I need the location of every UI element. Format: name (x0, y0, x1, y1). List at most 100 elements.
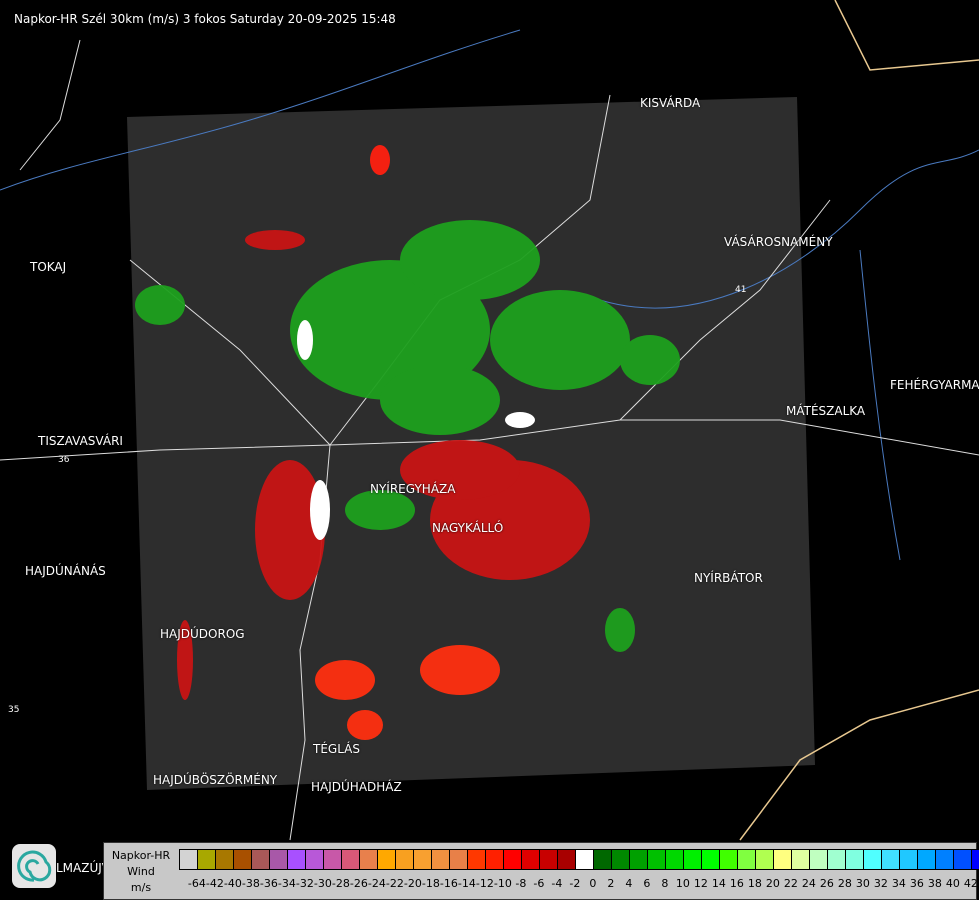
river-line (0, 29, 521, 191)
legend-color-cell (864, 850, 882, 869)
legend-color-cell (702, 850, 720, 869)
legend-color-cell (846, 850, 864, 869)
legend-color-cell (900, 850, 918, 869)
legend-color-cell (180, 850, 198, 869)
legend-product-label: Napkor-HR (111, 849, 171, 862)
legend-color-cell (594, 850, 612, 869)
legend-tick-label: 36 (909, 877, 924, 890)
legend-tick-label: -16 (439, 877, 458, 890)
river-line (599, 149, 979, 309)
legend-tick-label: -26 (349, 877, 368, 890)
legend-tick-label: 20 (765, 877, 780, 890)
legend-tick-label: -30 (313, 877, 332, 890)
radar-echoes-calm (297, 320, 535, 540)
legend-tick-label: 42 (963, 877, 978, 890)
legend-color-cell (504, 850, 522, 869)
legend-color-cell (486, 850, 504, 869)
legend-tick-labels: -64 -42 -40 -38 -36 -34 -32 -30 -28 -26 -24 -22 -20-… (179, 877, 979, 890)
legend-unit-label: m/s (130, 881, 152, 894)
echo-white (297, 320, 313, 360)
echo-red (177, 620, 193, 700)
city-label: HAJDÚHADHÁZ (311, 780, 402, 794)
city-label: FEHÉRGYARMA (890, 378, 979, 392)
legend-tick-label: -6 (533, 877, 545, 890)
legend-color-cell (648, 850, 666, 869)
echo-green (605, 608, 635, 652)
city-label: VÁSÁROSNAMÉNY (724, 235, 833, 249)
legend-tick-label: -42 (205, 877, 224, 890)
color-legend: Napkor-HR Wind m/s -64 -42 -40 -38 -36 -34 -32… (103, 842, 979, 900)
legend-tick-label: 12 (693, 877, 708, 890)
echo-red (245, 230, 305, 250)
legend-tick-label: 2 (607, 877, 615, 890)
legend-color-cell (684, 850, 702, 869)
legend-color-cell (306, 850, 324, 869)
map-title: Napkor-HR Szél 30km (m/s) 3 fokos Saturd… (14, 12, 396, 26)
legend-tick-label: -36 (259, 877, 278, 890)
radar-echoes-approaching (135, 220, 680, 652)
legend-tick-label: -38 (241, 877, 260, 890)
legend-tick-label: -24 (367, 877, 386, 890)
border-line (834, 0, 979, 71)
road-line (19, 39, 81, 171)
legend-color-cell (378, 850, 396, 869)
legend-color-cell (918, 850, 936, 869)
legend-tick-label: 24 (801, 877, 816, 890)
legend-color-cell (288, 850, 306, 869)
city-label: TISZAVASVÁRI (38, 434, 123, 448)
legend-color-cell (972, 850, 979, 869)
legend-tick-label: -10 (493, 877, 512, 890)
legend-color-cell (342, 850, 360, 869)
legend-color-cell (810, 850, 828, 869)
legend-color-cell (450, 850, 468, 869)
legend-color-cell (432, 850, 450, 869)
legend-color-cell (396, 850, 414, 869)
river-line (859, 249, 901, 561)
city-label: KISVÁRDA (640, 96, 701, 110)
legend-tick-label: -12 (475, 877, 494, 890)
legend-tick-label: 38 (927, 877, 942, 890)
legend-tick-label: -22 (385, 877, 404, 890)
echo-green (135, 285, 185, 325)
legend-color-cell (612, 850, 630, 869)
rivers (0, 29, 979, 561)
legend-tick-label: 18 (747, 877, 762, 890)
legend-tick-label: 14 (711, 877, 726, 890)
legend-color-cell (216, 850, 234, 869)
road-number: 36 (58, 455, 70, 465)
legend-tick-label: -64 (187, 877, 206, 890)
legend-tick-label: 6 (643, 877, 651, 890)
legend-color-cell (774, 850, 792, 869)
road-number: 35 (8, 705, 20, 715)
echo-green (490, 290, 630, 390)
legend-tick-label: -2 (569, 877, 581, 890)
legend-color-cell (666, 850, 684, 869)
echo-green (620, 335, 680, 385)
borders (739, 0, 979, 841)
city-label: HAJDÚNÁNÁS (25, 564, 106, 578)
legend-color-cell (576, 850, 594, 869)
legend-color-cell (738, 850, 756, 869)
road-number: 41 (735, 285, 747, 295)
legend-tick-label: -8 (515, 877, 527, 890)
legend-color-cell (882, 850, 900, 869)
legend-color-cell (720, 850, 738, 869)
legend-tick-label: -28 (331, 877, 350, 890)
echo-green (400, 220, 540, 300)
legend-color-cell (468, 850, 486, 869)
legend-tick-label: 40 (945, 877, 960, 890)
city-label: NYÍREGYHÁZA (370, 482, 456, 496)
echo-red (255, 460, 325, 600)
legend-tick-label: 16 (729, 877, 744, 890)
legend-color-cell (270, 850, 288, 869)
city-label: MÁTÉSZALKA (786, 404, 866, 418)
city-label: NYÍRBÁTOR (694, 571, 763, 585)
echo-red (370, 145, 390, 175)
city-label: HAJDÚDOROG (160, 627, 245, 641)
legend-color-cell (756, 850, 774, 869)
legend-tick-label: -18 (421, 877, 440, 890)
echo-red (400, 440, 520, 500)
legend-tick-label: 8 (661, 877, 669, 890)
